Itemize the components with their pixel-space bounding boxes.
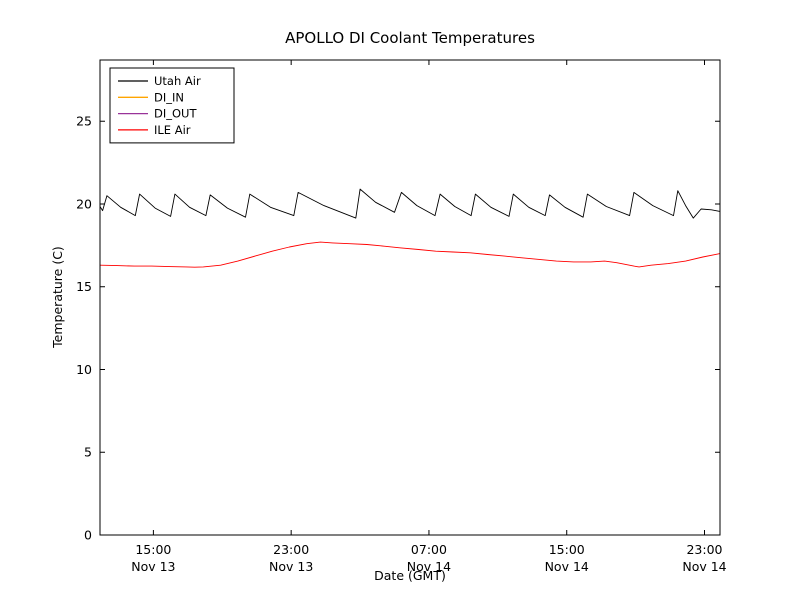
legend-label-ile-air: ILE Air [154, 123, 191, 137]
x-tick-label-time: 15:00 [549, 542, 585, 557]
x-tick-label-date: Nov 14 [545, 559, 589, 574]
series-line-ile-air [99, 241, 721, 268]
legend-item-utah-air: Utah Air [118, 74, 201, 88]
legend-label-di-out: DI_OUT [154, 107, 197, 121]
x-tick-label-time: 23:00 [686, 542, 722, 557]
x-tick-label-date: Nov 13 [269, 559, 313, 574]
chart-title: APOLLO DI Coolant Temperatures [285, 29, 535, 47]
legend-label-utah-air: Utah Air [154, 74, 201, 88]
legend-label-di-in: DI_IN [154, 90, 184, 104]
y-tick-label: 15 [76, 279, 92, 294]
x-tick-label-date: Nov 14 [682, 559, 726, 574]
series-line-utah-air [99, 188, 721, 219]
legend-item-di-out: DI_OUT [118, 107, 197, 121]
legend-item-ile-air: ILE Air [118, 123, 191, 137]
y-tick-label: 0 [84, 528, 92, 543]
legend: Utah Air DI_IN DI_OUT ILE Air [109, 67, 235, 144]
x-tick-label-date: Nov 14 [407, 559, 451, 574]
x-axis-label: Date (GMT) [374, 568, 446, 583]
plot-series [99, 188, 721, 268]
plot-border [99, 59, 721, 536]
x-tick-label-time: 23:00 [273, 542, 309, 557]
plot-axes: 15:00 Nov 13 23:00 Nov 13 07:00 Nov 14 15:00 No… [76, 59, 727, 574]
x-tick-label-time: 15:00 [135, 542, 171, 557]
y-tick-label: 10 [76, 362, 92, 377]
legend-item-di-in: DI_IN [118, 90, 184, 104]
y-tick-label: 25 [76, 114, 92, 129]
x-tick-label-date: Nov 13 [131, 559, 175, 574]
y-axis-label: Temperature (C) [50, 246, 65, 349]
y-tick-label: 20 [76, 196, 92, 211]
y-tick-label: 5 [84, 445, 92, 460]
x-tick-label-time: 07:00 [411, 542, 447, 557]
